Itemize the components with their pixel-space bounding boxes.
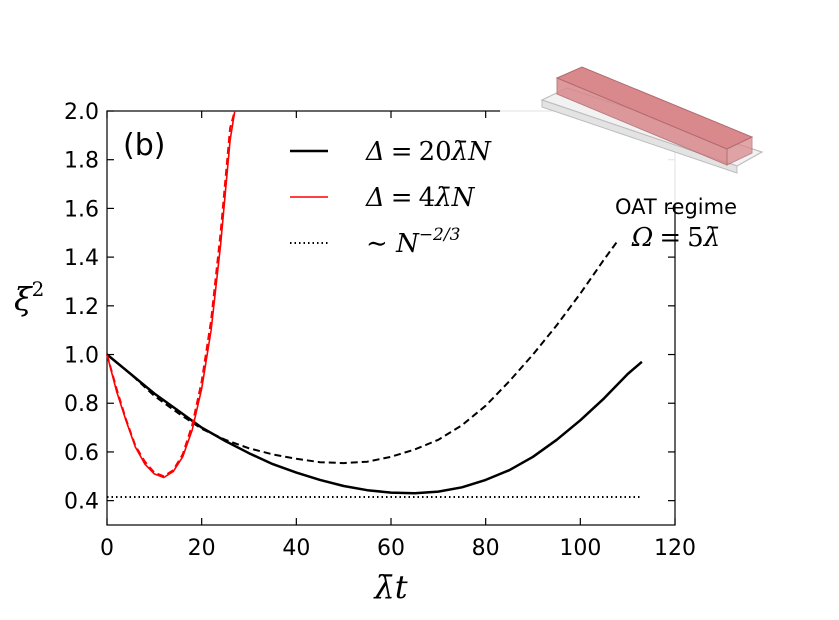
y-tick-label: 2.0 [64, 100, 99, 125]
x-tick-label: 60 [377, 536, 405, 561]
x-axis: 0 20 40 60 80 100 120 [100, 111, 696, 561]
y-tick-label: 1.6 [64, 197, 99, 222]
inset-equation: Ω = 5λ̄ [631, 223, 720, 253]
y-tick-label: 0.8 [64, 392, 99, 417]
x-tick-label: 0 [100, 536, 114, 561]
series-line-1 [106, 239, 620, 465]
inset-illustration: OAT regime Ω = 5λ̄ [500, 15, 820, 253]
x-tick-label: 40 [282, 536, 310, 561]
series-line-3 [106, 110, 236, 478]
y-tick-label: 1.0 [64, 344, 99, 369]
legend-label-delta-20: Δ = 20λ̄N [365, 137, 492, 167]
inset-base-plate-side [541, 99, 738, 174]
y-tick-label: 1.8 [64, 149, 99, 174]
x-tick-label: 120 [654, 536, 696, 561]
x-tick-label: 20 [188, 536, 216, 561]
panel-label: (b) [123, 128, 165, 163]
legend-label-delta-4: Δ = 4λ̄N [365, 183, 476, 213]
inset-slab-end [726, 136, 753, 166]
x-tick-label: 80 [472, 536, 500, 561]
y-tick-label: 1.2 [64, 295, 99, 320]
series-layer [106, 110, 643, 498]
inset-title: OAT regime [615, 195, 737, 219]
y-tick-label: 0.4 [64, 490, 99, 515]
y-tick-label: 0.6 [64, 441, 99, 466]
y-tick-label: 1.4 [64, 246, 99, 271]
legend: Δ = 20λ̄N Δ = 4λ̄N ∼ N−2/3 [290, 137, 492, 259]
x-axis-label: λ̄t [372, 568, 407, 606]
x-tick-label: 100 [559, 536, 601, 561]
series-line-0 [106, 353, 643, 495]
legend-label-scaling: ∼ N−2/3 [366, 225, 460, 259]
y-axis-label: ξ2 [14, 277, 44, 318]
y-axis: 0.4 0.6 0.8 1.0 1.2 1.4 1.6 1.8 2.0 [64, 100, 675, 515]
